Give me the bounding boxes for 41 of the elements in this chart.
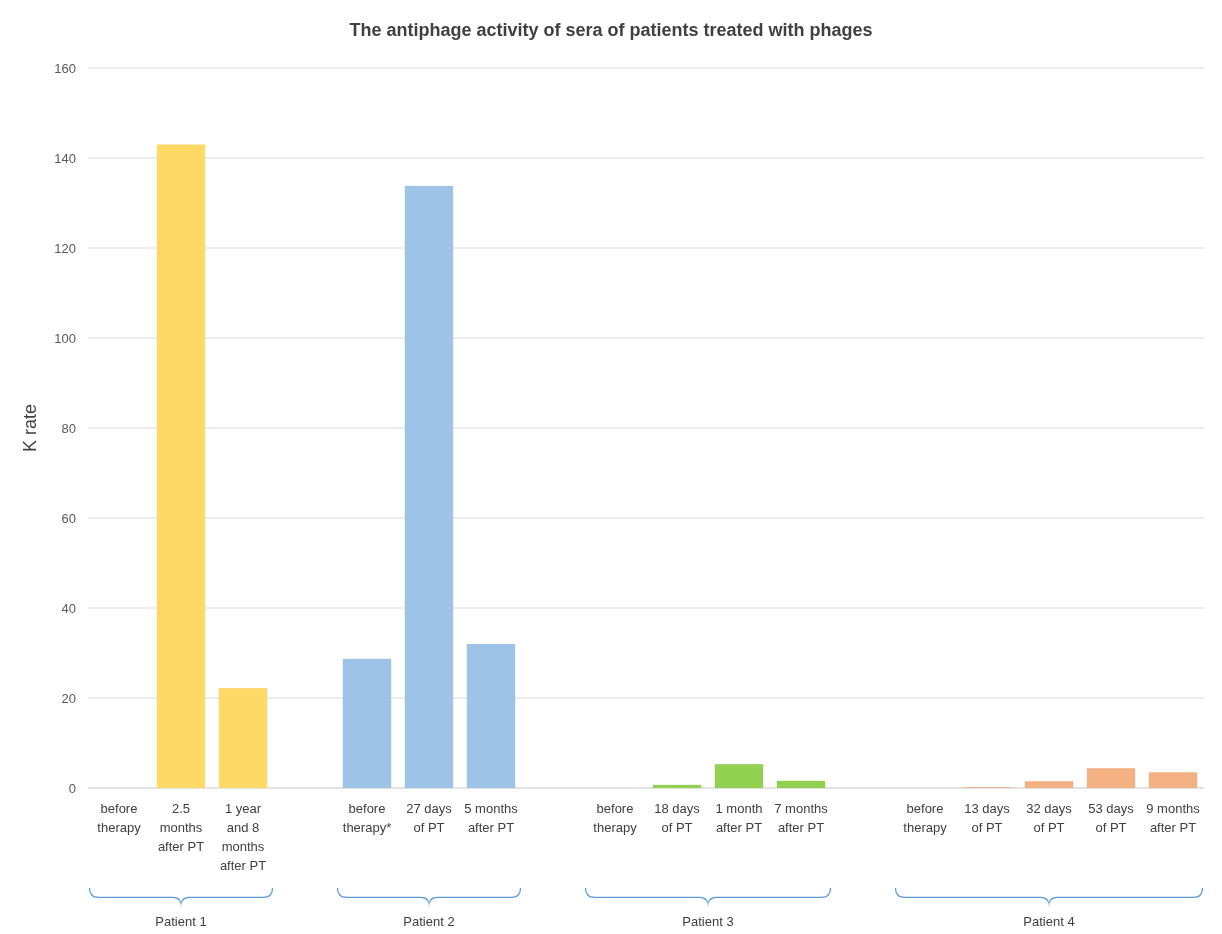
x-tick-label: before therapy xyxy=(97,801,142,835)
x-tick-label: before therapy* xyxy=(342,801,392,835)
x-tick-label: before therapy xyxy=(593,801,638,835)
chart-title: The antiphage activity of sera of patients treated with phages xyxy=(349,20,873,40)
text: Patient 2 xyxy=(403,914,455,929)
x-tick-label: 53 days of PT xyxy=(1088,801,1135,835)
x-tick-label: before therapy xyxy=(903,801,948,835)
bar xyxy=(652,784,702,788)
x-tick-label: 7 months after PT xyxy=(774,801,829,835)
text: Patient 3 xyxy=(682,914,734,929)
text: Patient 4 xyxy=(1023,914,1075,929)
y-tick-label: 100 xyxy=(54,330,76,346)
y-axis-title: K rate xyxy=(20,403,40,453)
bar xyxy=(218,688,268,788)
x-tick-label: 2.5 months after PT xyxy=(157,801,205,854)
y-tick-label: 160 xyxy=(54,60,76,76)
x-tick-label: 18 days of PT xyxy=(654,801,701,835)
y-tick-label: 120 xyxy=(54,240,76,256)
bar xyxy=(342,658,392,788)
x-tick-label: 13 days of PT xyxy=(964,801,1011,835)
bar xyxy=(404,185,454,788)
y-tick-label: 40 xyxy=(61,600,76,616)
y-tick-label: 60 xyxy=(61,510,76,526)
x-tick-label: 1 year and 8 months after PT xyxy=(219,801,267,873)
bar xyxy=(1024,781,1074,788)
bar xyxy=(466,644,516,788)
y-tick-label: 0 xyxy=(68,780,76,796)
x-tick-label: 1 month after PT xyxy=(715,801,763,835)
x-tick-label: 9 months after PT xyxy=(1146,801,1201,835)
y-tick-label: 20 xyxy=(61,690,76,706)
bar xyxy=(156,144,206,788)
bar xyxy=(714,764,764,788)
bar xyxy=(1148,772,1198,788)
x-tick-label: 5 months after PT xyxy=(464,801,519,835)
bar xyxy=(1086,768,1136,788)
y-tick-label: 140 xyxy=(54,150,76,166)
bar xyxy=(776,780,826,788)
x-tick-label: 32 days of PT xyxy=(1026,801,1073,835)
y-tick-label: 80 xyxy=(61,420,76,436)
text: Patient 1 xyxy=(155,914,207,929)
x-tick-label: 27 days of PT xyxy=(406,801,453,835)
